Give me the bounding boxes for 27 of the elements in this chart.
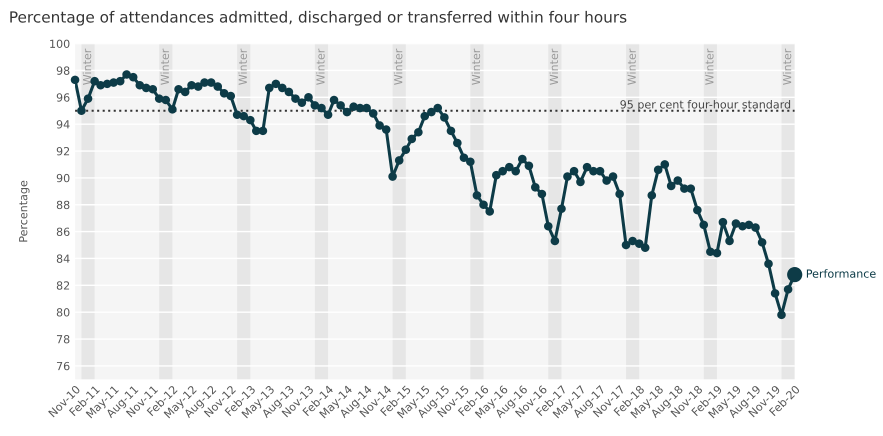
band-label: Winter bbox=[394, 48, 402, 85]
y-tick-label: 100 bbox=[50, 40, 70, 48]
band-label: Winter bbox=[160, 48, 170, 85]
y-tick-label: 84 bbox=[56, 254, 70, 263]
band-label: Winter bbox=[627, 48, 636, 85]
y-tick-label: 96 bbox=[56, 93, 70, 102]
y-tick-label: 88 bbox=[56, 200, 70, 210]
ref-line-label: 95 per cent four-hour standard bbox=[620, 100, 790, 111]
band-label: Winter bbox=[782, 48, 792, 85]
y-tick-label: 82 bbox=[56, 281, 70, 290]
band-label: Winter bbox=[704, 48, 714, 85]
y-tick-label: 80 bbox=[56, 308, 70, 317]
y-axis-title: Percentage bbox=[19, 180, 30, 242]
band-label: Winter bbox=[550, 48, 558, 85]
series-label: Performance bbox=[806, 269, 876, 278]
y-tick-label: 76 bbox=[56, 362, 70, 370]
y-tick-label: 90 bbox=[56, 174, 70, 182]
y-tick-label: 86 bbox=[56, 228, 70, 236]
chart-title: Percentage of attendances admitted, discharged or transferred within four hours bbox=[10, 10, 626, 26]
band-label: Winter bbox=[316, 48, 325, 85]
band-label: Winter bbox=[472, 48, 480, 85]
y-tick-label: 92 bbox=[56, 147, 70, 156]
y-tick-label: 78 bbox=[56, 335, 70, 344]
band-label: Winter bbox=[238, 48, 247, 85]
y-tick-label: 98 bbox=[56, 66, 70, 75]
band-label: Winter bbox=[82, 48, 92, 85]
y-tick-label: 94 bbox=[56, 120, 70, 129]
